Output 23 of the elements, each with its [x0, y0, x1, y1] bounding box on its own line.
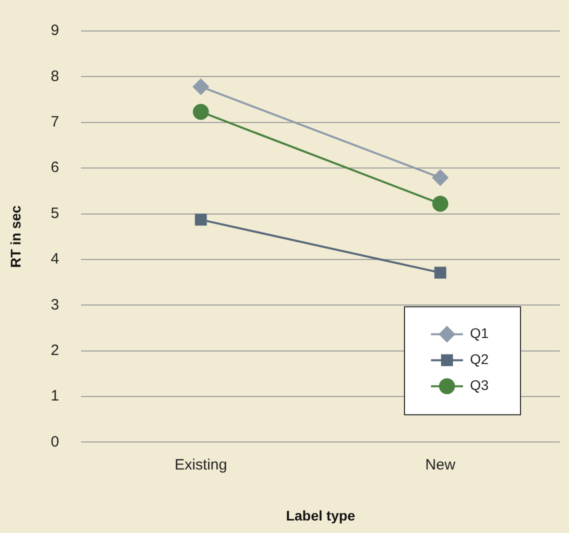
y-tick-label: 3 [50, 296, 60, 314]
y-tick-label: 2 [50, 342, 60, 359]
y-tick-label: 7 [50, 114, 60, 131]
y-tick-label: 9 [50, 22, 60, 40]
y-tick-label: 1 [50, 388, 60, 405]
legend-label: Q3 [470, 377, 489, 394]
point [432, 196, 448, 212]
y-tick-label: 4 [50, 250, 60, 268]
point [434, 266, 446, 279]
y-tick-label: 5 [50, 204, 60, 222]
point [192, 78, 209, 95]
point [432, 170, 448, 186]
legend-label: Q1 [470, 325, 489, 342]
legend-label: Q2 [470, 351, 489, 368]
x-tick-label: Existing [174, 456, 228, 474]
point [194, 214, 207, 226]
y-axis-title: RT in sec [7, 205, 24, 268]
y-tick-label: 0 [50, 433, 60, 450]
x-axis-title: Label type [286, 507, 356, 524]
point [192, 104, 209, 120]
x-tick-label: New [425, 456, 456, 474]
y-tick-label: 8 [50, 68, 60, 85]
y-tick-label: 6 [50, 159, 60, 176]
